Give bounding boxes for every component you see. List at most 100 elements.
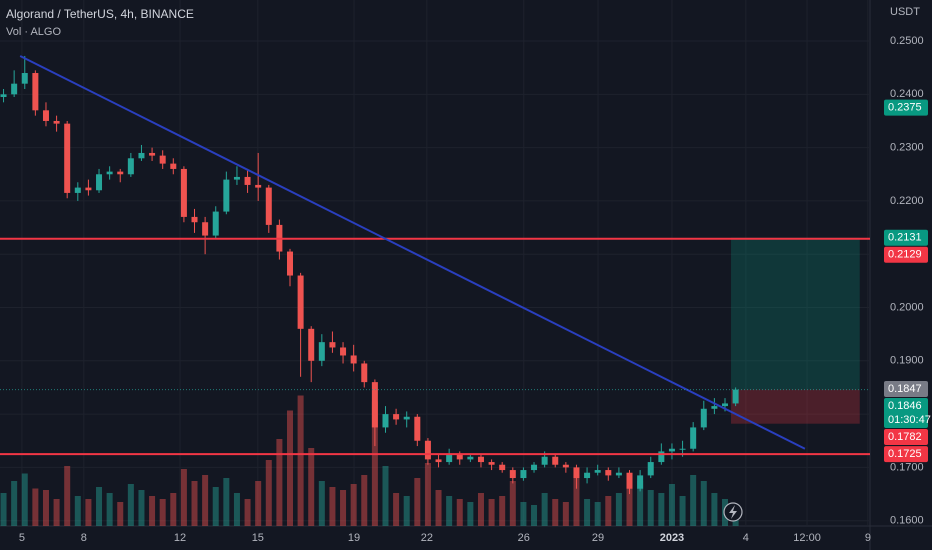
price-label: 0.2375 — [888, 102, 922, 114]
volume-bar — [414, 478, 421, 526]
volume-bar — [106, 493, 113, 526]
price-label: 0.1725 — [888, 448, 922, 460]
candle-body — [509, 470, 516, 479]
volume-bar — [297, 395, 304, 526]
volume-bar — [668, 484, 675, 526]
candle-body — [244, 176, 251, 185]
y-tick-label: 0.2000 — [890, 301, 924, 313]
candle-body — [679, 448, 686, 450]
volume-bar — [96, 487, 103, 526]
volume-bar — [11, 481, 18, 526]
price-label: 0.1782 — [888, 431, 922, 443]
volume-bar — [403, 496, 410, 526]
candle-body — [594, 470, 601, 473]
candle-body — [722, 403, 728, 407]
candle-body — [149, 152, 156, 156]
volume-bar — [637, 481, 644, 526]
volume-bar — [435, 490, 442, 526]
price-label-box — [884, 229, 928, 246]
position-layer — [731, 237, 860, 424]
volume-bar — [255, 481, 262, 526]
volume-bar — [446, 496, 453, 526]
volume-bar — [700, 481, 707, 526]
candle-body — [711, 406, 718, 409]
x-tick-label: 12 — [174, 532, 186, 544]
volume-bar — [329, 487, 336, 526]
candle-body — [308, 328, 315, 361]
candle-body — [85, 187, 92, 191]
candle-body — [435, 459, 442, 463]
x-tick-label: 9 — [865, 532, 871, 544]
price-label: 0.1846 — [888, 400, 922, 412]
volume-bar — [594, 502, 601, 526]
x-tick-label: 26 — [518, 532, 530, 544]
candle-body — [0, 94, 7, 97]
chart-title: Algorand / TetherUS, 4h, BINANCE — [6, 7, 194, 21]
volume-bar — [562, 502, 569, 526]
x-tick-label: 29 — [592, 532, 604, 544]
volume-bar — [711, 493, 718, 526]
volume-bar — [244, 499, 251, 526]
candle-body — [424, 440, 431, 460]
volume-bar — [170, 493, 177, 526]
volume-bar — [679, 496, 686, 526]
volume-bar — [605, 496, 612, 526]
volume-bar — [117, 502, 124, 526]
candle-body — [658, 451, 665, 463]
volume-bar — [393, 493, 400, 526]
volume-bar — [456, 499, 463, 526]
candle-body — [202, 222, 209, 236]
candle-body — [287, 251, 293, 276]
volume-bar — [350, 484, 357, 526]
candle-body — [626, 472, 633, 489]
volume-bar — [159, 499, 166, 526]
price-label: 0.1847 — [888, 383, 922, 395]
volume-bar — [202, 475, 209, 526]
candle-body — [340, 347, 347, 356]
candle-body — [690, 427, 697, 449]
overlay-layer — [0, 55, 870, 456]
candle-body — [138, 152, 145, 159]
volume-layer — [0, 395, 739, 526]
volume-bar — [180, 469, 187, 526]
volume-bar — [32, 488, 39, 526]
candle-body — [170, 163, 177, 169]
lightning-icon[interactable] — [723, 502, 743, 522]
volume-bar — [276, 439, 283, 526]
volume-bar — [690, 475, 697, 526]
candle-body — [233, 176, 240, 180]
x-tick-label: 5 — [19, 532, 25, 544]
price-label-box — [884, 246, 928, 263]
volume-bar — [499, 496, 506, 526]
volume-bar — [467, 502, 474, 526]
candle-body — [552, 456, 559, 465]
candle-body — [403, 416, 410, 420]
price-countdown: 01:30:47 — [888, 414, 931, 426]
volume-bar — [127, 484, 134, 526]
volume-bar — [74, 496, 81, 526]
candle-body — [531, 464, 538, 471]
y-axis-label: USDT — [890, 6, 920, 18]
volume-bar — [626, 487, 633, 526]
volume-bar — [138, 490, 145, 526]
price-label-box — [884, 99, 928, 116]
candle-body — [584, 472, 591, 479]
candle-body — [477, 456, 484, 463]
volume-bar — [318, 481, 325, 526]
volume-bar — [21, 473, 28, 526]
candle-body — [732, 389, 739, 404]
candle-body — [393, 414, 400, 420]
y-tick-label: 0.2500 — [890, 35, 924, 47]
x-tick-label: 19 — [348, 532, 360, 544]
volume-bar — [287, 410, 293, 526]
candle-body — [21, 73, 28, 84]
volume-bar — [509, 481, 516, 526]
candle-body — [605, 470, 612, 476]
candle-body — [74, 187, 81, 193]
volume-bar — [488, 499, 495, 526]
candle-body — [42, 110, 49, 121]
candle-body — [11, 83, 18, 95]
candle-body — [350, 355, 357, 364]
